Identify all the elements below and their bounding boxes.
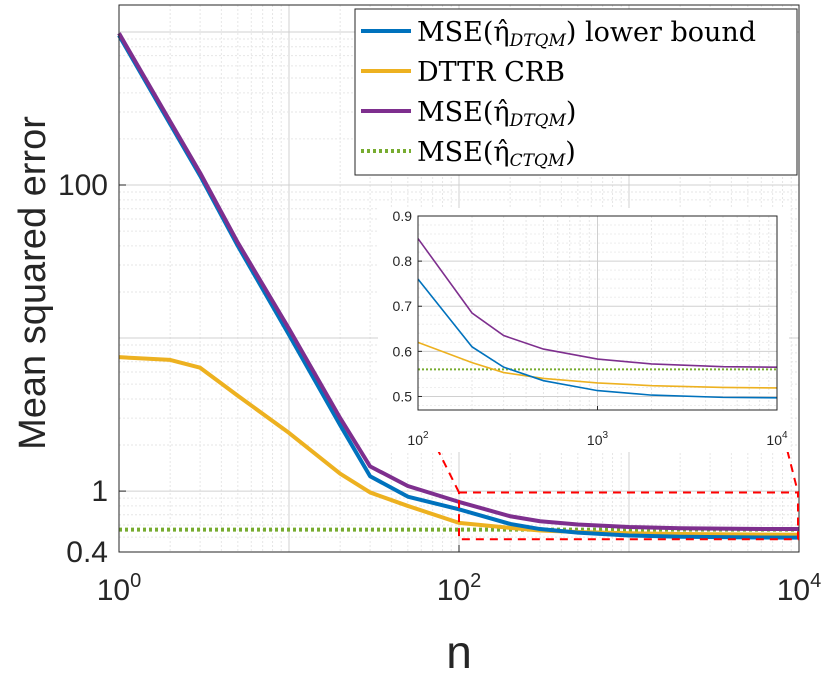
y-tick-label: 0.4 [66, 536, 108, 569]
inset-background [378, 208, 789, 452]
inset-y-tick-label: 0.8 [393, 253, 413, 269]
inset-series-line-2 [417, 238, 778, 368]
x-axis-label: n [446, 626, 472, 676]
y-tick-label: 1 [91, 475, 108, 508]
inset-y-tick-label: 0.9 [393, 208, 413, 224]
y-axis-label: Mean squared error [12, 116, 54, 450]
inset-series-line-0 [417, 278, 778, 399]
main-ticks: 100 102 104 0.4 1 100 [58, 169, 821, 607]
inset-chart: 102 103 104 0.5 0.6 0.7 0.8 0.9 [378, 208, 789, 452]
inset-series-line-1 [417, 341, 778, 389]
inset-y-tick-label: 0.6 [393, 343, 413, 359]
legend: MSE(η̂DTQM) lower bound DTTR CRB MSE(η̂DTQ… [354, 8, 798, 176]
x-tick-label: 102 [437, 570, 482, 607]
zoom-rectangle [458, 491, 799, 541]
legend-label: MSE(η̂CTQM) [417, 137, 576, 171]
series-line-1 [118, 355, 800, 537]
inset-y-tick-label: 0.7 [393, 298, 413, 314]
main-series-group [117, 32, 800, 540]
legend-label: MSE(η̂DTQM) lower bound [417, 17, 756, 51]
x-tick-label: 100 [97, 570, 142, 607]
inset-y-tick-label: 0.5 [393, 388, 413, 404]
x-tick-label: 104 [777, 570, 822, 607]
inset-x-tick-label: 103 [587, 430, 609, 448]
series-line-2 [117, 32, 800, 532]
inset-x-tick-label: 104 [766, 430, 788, 448]
legend-label: DTTR CRB [417, 57, 565, 88]
legend-box [354, 8, 798, 176]
y-tick-label: 100 [58, 169, 108, 202]
inset-x-tick-label: 102 [407, 430, 429, 448]
legend-label: MSE(η̂DTQM) [417, 97, 576, 131]
